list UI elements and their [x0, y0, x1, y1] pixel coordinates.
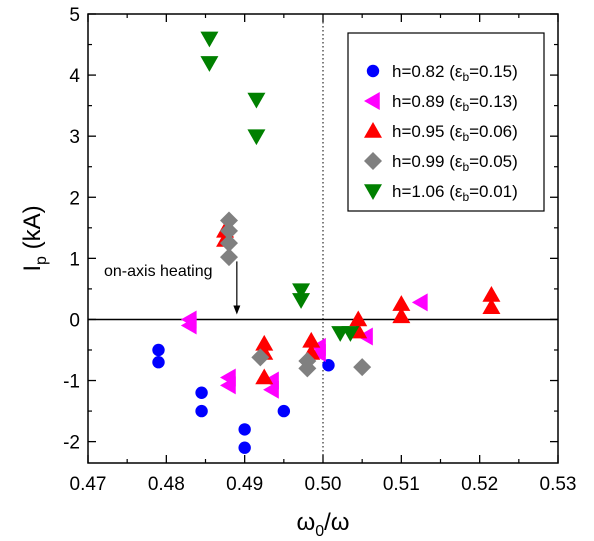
- data-point: [238, 441, 251, 454]
- series-1: [152, 343, 335, 454]
- x-tick-label: 0.48: [148, 474, 185, 495]
- axis-labels: ω0/ω Ip (kA): [19, 205, 350, 540]
- data-point: [238, 423, 251, 436]
- annotation-group: on-axis heating: [104, 261, 241, 315]
- data-point: [180, 316, 197, 335]
- data-point: [263, 380, 279, 399]
- legend-marker: [366, 64, 380, 78]
- data-point: [353, 358, 372, 377]
- x-axis-label: ω0/ω: [296, 509, 349, 540]
- axes: 0.47 0.48 0.49 0.50 0.51 0.52 0.53 -2 -1 0 1 2 3 4 5: [63, 5, 576, 495]
- data-point: [411, 293, 428, 312]
- x-tick-label: 0.52: [461, 474, 498, 495]
- x-tick-label: 0.53: [540, 474, 577, 495]
- legend-entry: h=0.89 (εb=0.13): [392, 92, 518, 114]
- data-point: [392, 295, 411, 311]
- data-point: [247, 92, 266, 109]
- legend-box: [347, 32, 545, 212]
- legend-marker: [364, 184, 382, 200]
- reference-lines: [88, 14, 558, 463]
- legend-entry: h=0.95 (εb=0.06): [392, 122, 518, 144]
- legend-entry: h=0.99 (εb=0.05): [392, 152, 518, 174]
- data-point: [341, 326, 360, 342]
- y-axis-label: Ip (kA): [19, 205, 50, 271]
- annotation-arrow-head: [233, 305, 241, 315]
- data-point: [277, 404, 291, 418]
- legend: h=0.82 (εb=0.15) h=0.89 (εb=0.13) h=0.95 (…: [347, 32, 545, 212]
- data-point: [220, 376, 236, 395]
- data-point: [200, 56, 219, 72]
- data-point: [349, 310, 368, 327]
- data-point: [310, 344, 326, 363]
- x-tick-label: 0.50: [305, 474, 342, 495]
- data-point: [392, 307, 411, 324]
- y-tick-label: -2: [63, 433, 80, 454]
- y-tick-label: 2: [69, 188, 80, 209]
- data-point: [220, 248, 238, 267]
- data-point: [152, 356, 165, 369]
- legend-marker: [364, 152, 382, 170]
- data-point: [298, 359, 317, 378]
- data-point: [302, 331, 321, 348]
- x-tick-label: 0.47: [70, 474, 107, 495]
- data-point: [255, 334, 274, 351]
- series-5: [200, 31, 360, 342]
- data-point: [255, 368, 274, 385]
- legend-marker: [364, 92, 380, 110]
- x-tick-label: 0.51: [383, 474, 420, 495]
- y-tick-label: 5: [69, 5, 80, 26]
- data-point: [195, 404, 208, 418]
- y-tick-label: 0: [69, 310, 80, 331]
- data-point: [482, 286, 501, 302]
- data-point: [247, 129, 266, 146]
- legend-entry: h=0.82 (εb=0.15): [392, 62, 518, 84]
- y-tick-label: 4: [69, 66, 80, 87]
- legend-entry: h=1.06 (εb=0.01): [392, 182, 518, 204]
- data-point: [322, 359, 335, 372]
- data-point: [292, 293, 311, 309]
- data-point: [220, 234, 238, 253]
- data-point: [292, 283, 311, 300]
- data-point: [152, 343, 165, 357]
- annotation-text: on-axis heating: [104, 263, 213, 280]
- data-point: [220, 211, 238, 230]
- y-tick-label: -1: [63, 372, 80, 393]
- y-tick-label: 1: [69, 249, 80, 270]
- y-tick-label: 3: [69, 127, 80, 148]
- data-point: [195, 386, 208, 399]
- data-point: [482, 298, 501, 314]
- data-markers: [152, 31, 501, 454]
- data-point: [220, 221, 238, 240]
- data-point: [251, 348, 270, 367]
- data-point: [200, 31, 219, 48]
- legend-marker: [364, 122, 382, 138]
- series-4: [220, 211, 372, 378]
- x-tick-label: 0.49: [226, 474, 263, 495]
